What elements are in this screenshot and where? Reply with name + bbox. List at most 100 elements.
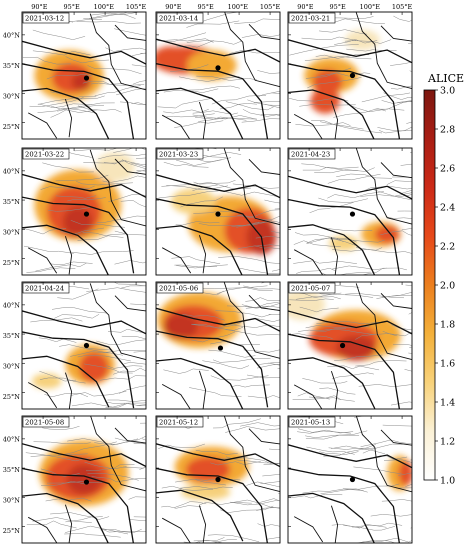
panel-date-label: 2021-04-23: [288, 148, 336, 160]
panel-frame: [287, 147, 413, 276]
panel-date-text: 2021-05-12: [159, 419, 198, 427]
boundary-lines: [156, 416, 280, 543]
panel-frame: [21, 415, 147, 544]
lat-tick-label: 30°N: [3, 362, 21, 370]
panel-date-label: 2021-05-12: [156, 416, 204, 428]
lat-tick-label: 30°N: [3, 92, 21, 100]
colorbar-tick-label: 3.0: [440, 86, 455, 97]
lat-tick-label: 25°N: [3, 259, 21, 267]
station-marker: [217, 345, 224, 351]
lat-tick-label: 40°N: [3, 167, 21, 175]
panel-date-label: 2021-05-08: [22, 416, 70, 428]
colorbar-tick-label: 1.2: [440, 437, 455, 448]
panel-frame: [21, 11, 147, 140]
panel-date-text: 2021-03-14: [159, 15, 198, 23]
panel-date-text: 2021-03-21: [291, 15, 330, 23]
panel-frame: [155, 415, 281, 544]
map-panel: 2021-05-08: [21, 415, 147, 544]
lon-tick-label: 100°E: [228, 3, 249, 11]
lat-tick-label: 40°N: [3, 301, 21, 309]
boundary-lines: [22, 416, 146, 543]
lat-tick-label: 35°N: [3, 466, 21, 474]
panel-date-label: 2021-05-07: [288, 282, 336, 294]
panel-date-text: 2021-05-07: [291, 285, 330, 293]
colorbar-gradient: [423, 89, 436, 481]
panel-date-label: 2021-04-24: [22, 282, 70, 294]
lon-tick-label: 95°E: [329, 3, 346, 11]
lat-tick-label: 35°N: [3, 198, 21, 206]
lon-tick-label: 90°E: [165, 3, 182, 11]
colorbar-tick-label: 2.8: [440, 125, 455, 136]
lat-tick-label: 25°N: [3, 527, 21, 535]
colorbar-title: ALICE: [428, 72, 465, 85]
station-marker: [83, 211, 90, 217]
map-panel: 2021-03-12: [21, 11, 147, 140]
colorbar-tick-label: 1.6: [440, 359, 455, 370]
boundary-lines: [288, 416, 412, 543]
panel-date-label: 2021-05-06: [156, 282, 204, 294]
panel-date-text: 2021-04-23: [291, 151, 330, 159]
colorbar-tick-label: 2.0: [440, 281, 455, 292]
panel-date-label: 2021-03-22: [22, 148, 70, 160]
panel-date-label: 2021-03-14: [156, 12, 204, 24]
boundary-lines: [156, 282, 280, 409]
map-panel: 2021-03-14: [155, 11, 281, 140]
station-marker: [349, 476, 356, 483]
map-panel: 2021-05-13: [287, 415, 413, 544]
terrain-lines: [293, 152, 412, 275]
boundary-lines: [22, 283, 146, 409]
boundary-lines: [22, 149, 146, 275]
station-marker: [349, 72, 356, 79]
colorbar-tick-label: 1.4: [440, 398, 455, 409]
map-panel: 2021-05-12: [155, 415, 281, 544]
terrain-lines: [22, 12, 146, 118]
panel-date-text: 2021-03-12: [25, 15, 64, 23]
panel-date-text: 2021-03-22: [25, 151, 64, 159]
map-panel: 2021-04-23: [287, 147, 413, 276]
colorbar-tick-label: 1.8: [440, 320, 455, 331]
panel-frame: [155, 281, 281, 410]
lon-tick-label: 95°E: [197, 3, 214, 11]
panel-date-text: 2021-05-13: [291, 419, 330, 427]
panel-date-text: 2021-05-06: [159, 285, 198, 293]
aerosol-plume: [174, 446, 249, 500]
lon-tick-label: 105°E: [260, 3, 281, 11]
terrain-lines: [290, 416, 412, 543]
map-panel: 2021-05-07: [287, 281, 413, 410]
lon-tick-label: 100°E: [360, 3, 381, 11]
lon-tick-label: 90°E: [31, 3, 48, 11]
station-marker: [349, 211, 356, 217]
map-panel: 2021-05-06: [155, 281, 281, 410]
station-marker: [83, 342, 90, 349]
map-panel: 2021-03-23: [155, 147, 281, 276]
boundary-lines: [22, 13, 146, 139]
station-marker: [215, 476, 221, 483]
map-panel: 2021-03-22: [21, 147, 147, 276]
lon-tick-label: 100°E: [94, 3, 115, 11]
panel-date-label: 2021-03-12: [22, 12, 70, 24]
station-marker: [215, 65, 221, 71]
map-panel: 2021-03-21: [287, 11, 413, 140]
colorbar-tick-label: 2.4: [440, 203, 455, 214]
lat-tick-label: 30°N: [3, 496, 21, 504]
panel-frame: [155, 11, 281, 140]
lat-tick-label: 40°N: [3, 31, 21, 39]
lon-tick-label: 105°E: [392, 3, 413, 11]
colorbar-tick-label: 1.0: [440, 476, 455, 487]
panel-date-text: 2021-03-23: [159, 151, 198, 159]
station-marker: [339, 342, 346, 349]
map-panel: 2021-04-24: [21, 281, 147, 410]
boundary-lines: [288, 148, 412, 275]
lat-tick-label: 40°N: [3, 435, 21, 443]
station-marker: [83, 479, 90, 485]
colorbar: 1.0 1.2 1.4 1.6 1.8 2.0 2.2 2.4 2.6 2.8 3.0: [423, 86, 455, 487]
lat-tick-label: 35°N: [3, 62, 21, 70]
panel-frame: [287, 281, 413, 410]
panel-frame: [155, 147, 281, 276]
terrain-lines: [156, 12, 280, 128]
station-marker: [215, 211, 221, 217]
aerosol-plume: [31, 344, 115, 389]
panel-frame: [287, 11, 413, 140]
